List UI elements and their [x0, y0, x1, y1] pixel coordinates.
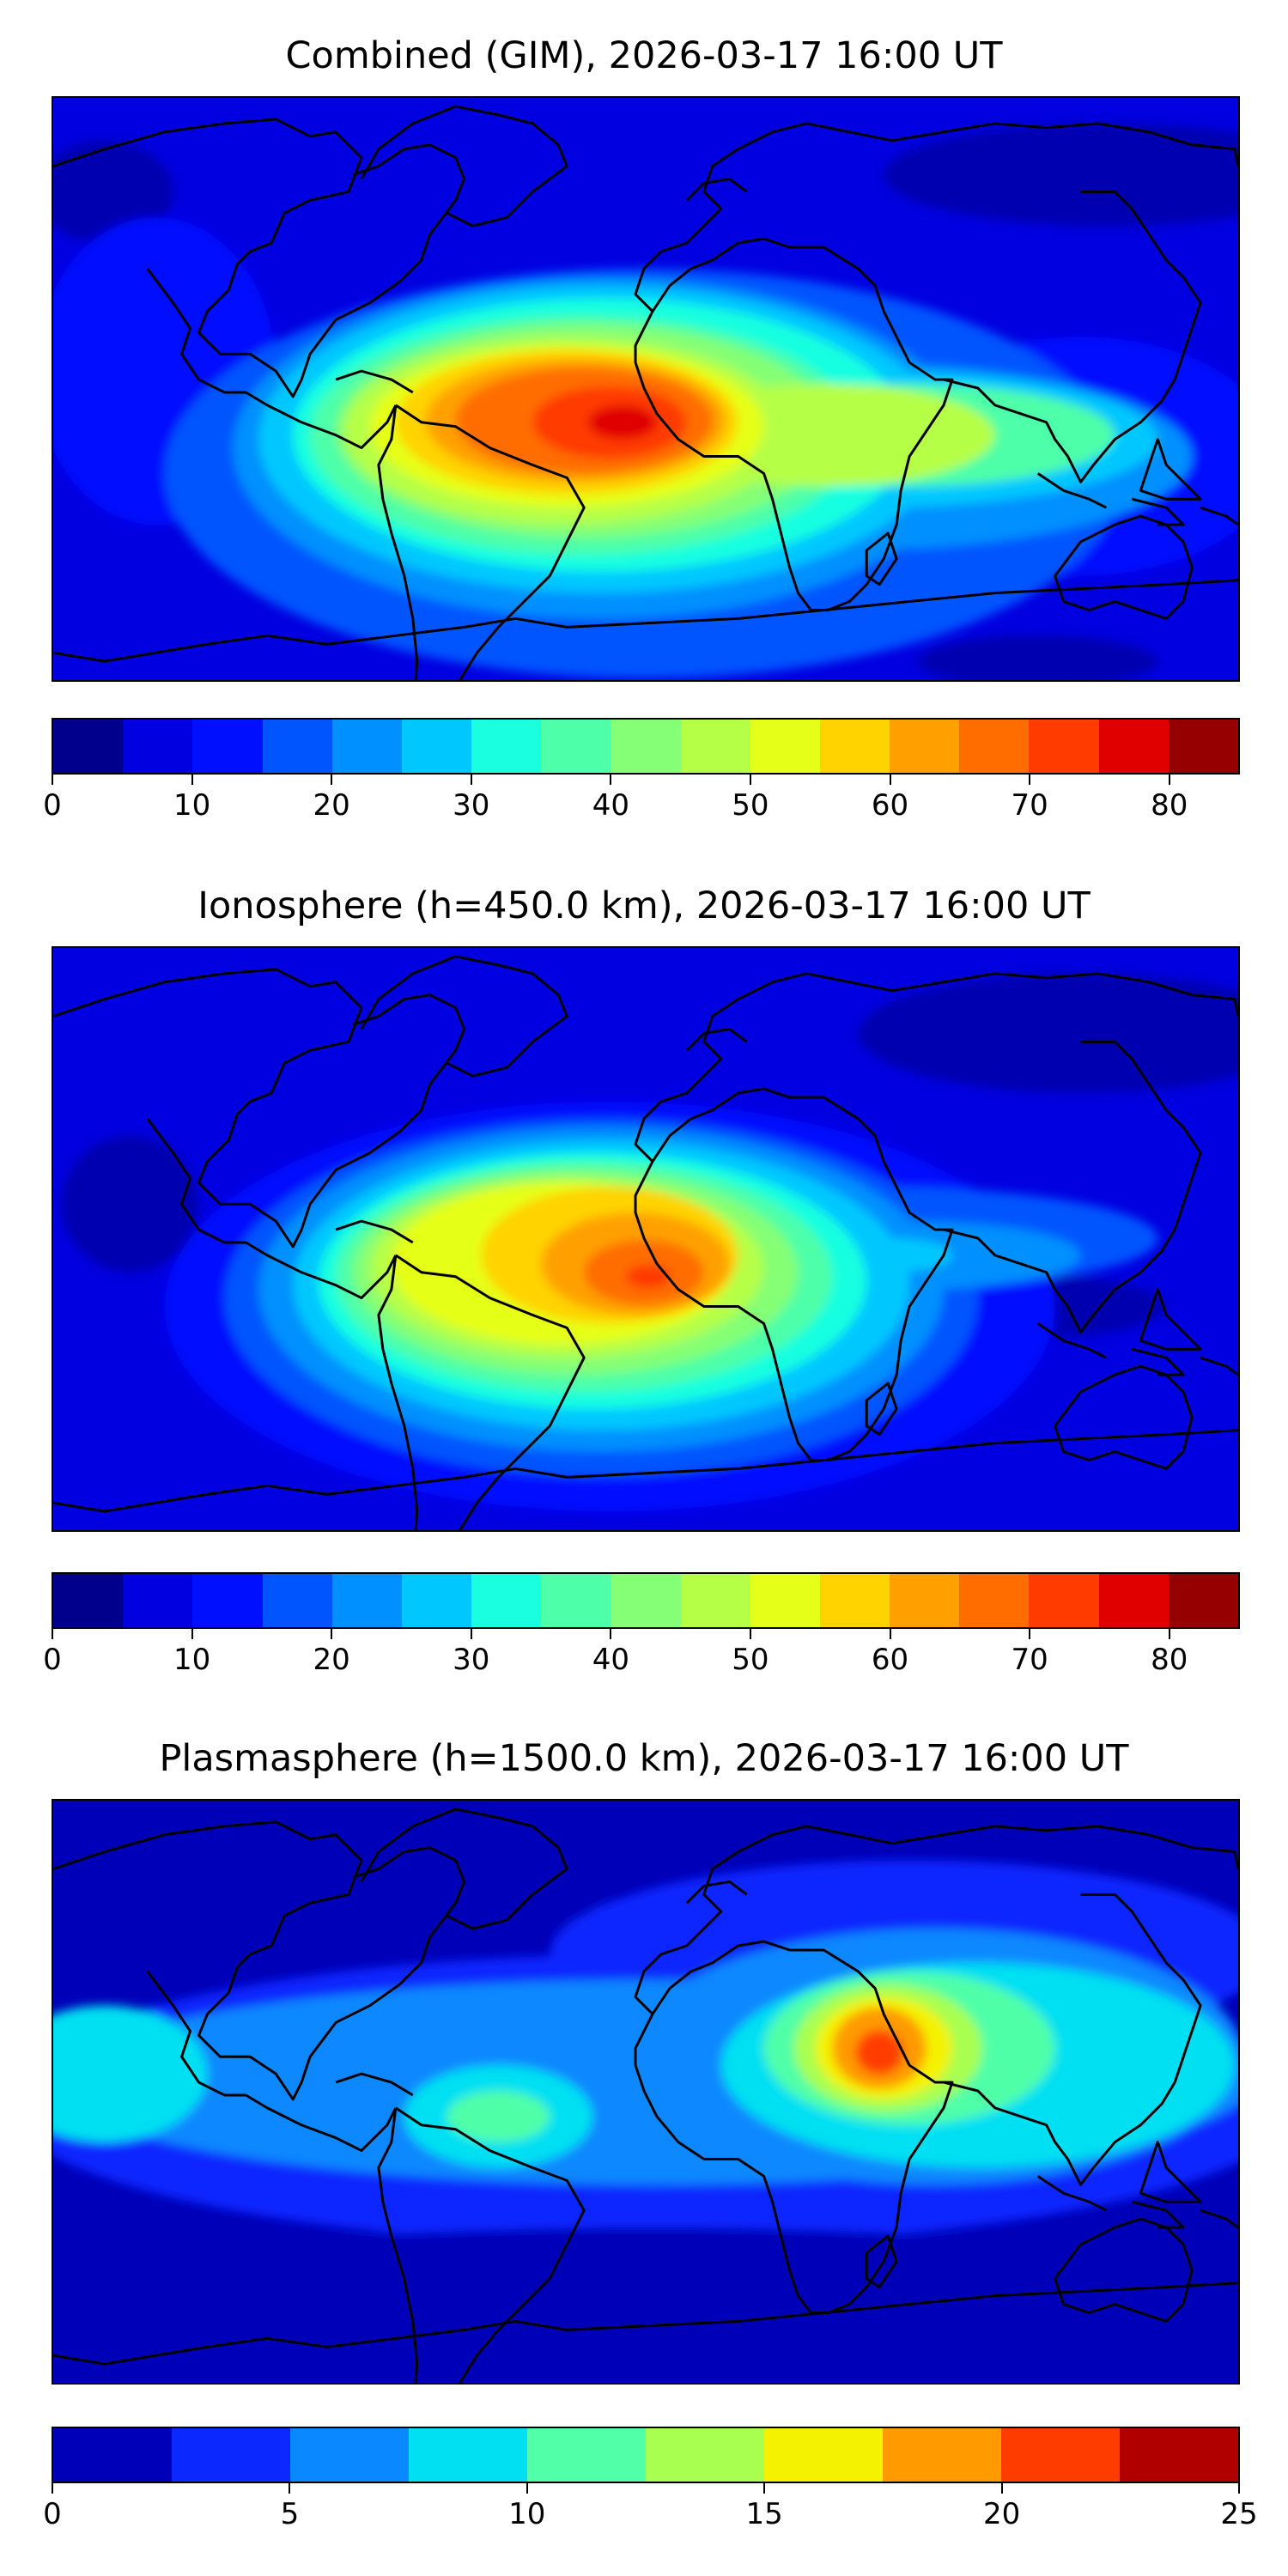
- tec-map-combined-svg: [53, 98, 1238, 680]
- colorbar-ticks-plasmasphere: 0 5 10 15 20 25: [43, 2483, 1258, 2535]
- colorbar-tick-label: 60: [871, 1643, 909, 1677]
- colorbar-tick: [52, 1629, 53, 1639]
- colorbar-tick: [889, 1629, 891, 1639]
- colorbar-tick: [331, 775, 333, 785]
- colorbar-ionosphere: [52, 1572, 1240, 1629]
- colorbar-tick-label: 20: [313, 1643, 350, 1677]
- colorbar-tick-label: 60: [871, 788, 909, 823]
- panel-title-ionosphere: Ionosphere (h=450.0 km), 2026-03-17 16:0…: [197, 884, 1091, 927]
- colorbar-tick: [749, 775, 751, 785]
- tec-map-ionosphere-svg: [53, 948, 1238, 1530]
- colorbar-tick-label: 50: [732, 1643, 769, 1677]
- colorbar-tick-label: 10: [173, 1643, 211, 1677]
- colorbar-tick: [610, 1629, 612, 1639]
- colorbar-tick-label: 70: [1011, 788, 1048, 823]
- colorbar-tick-label: 25: [1220, 2497, 1258, 2531]
- tec-contours: [53, 1817, 1238, 2383]
- colorbar-tick: [470, 775, 472, 785]
- colorbar-tick-label: 70: [1011, 1643, 1048, 1677]
- map-plasmasphere: [52, 1799, 1240, 2385]
- colorbar-tick-label: 15: [745, 2497, 783, 2531]
- colorbar-tick: [191, 1629, 193, 1639]
- colorbar-tick: [749, 1629, 751, 1639]
- colorbar-tick-label: 20: [313, 788, 350, 823]
- colorbar-tick: [610, 775, 612, 785]
- colorbar-tick: [1000, 2483, 1003, 2494]
- colorbar-combined: [52, 718, 1240, 775]
- colorbar-tick-label: 50: [732, 788, 769, 823]
- colorbar-tick: [1029, 775, 1031, 785]
- colorbar-tick-label: 80: [1151, 788, 1188, 823]
- colorbar-tick-label: 30: [453, 1643, 490, 1677]
- colorbar-tick-label: 0: [43, 788, 62, 823]
- colorbar-tick: [763, 2483, 766, 2494]
- map-ionosphere: [52, 946, 1240, 1532]
- colorbar-tick-label: 80: [1151, 1643, 1188, 1677]
- tec-map-plasmasphere-svg: [53, 1801, 1238, 2383]
- colorbar-tick-label: 40: [592, 1643, 629, 1677]
- colorbar-tick: [1168, 1629, 1170, 1639]
- colorbar-tick: [889, 775, 891, 785]
- colorbar-tick-label: 0: [43, 1643, 62, 1677]
- colorbar-tick: [331, 1629, 333, 1639]
- colorbar-tick-label: 30: [453, 788, 490, 823]
- colorbar-tick-label: 10: [508, 2497, 546, 2531]
- colorbar-tick: [191, 775, 193, 785]
- panel-title-plasmasphere: Plasmasphere (h=1500.0 km), 2026-03-17 1…: [159, 1737, 1129, 1780]
- map-combined: [52, 96, 1240, 682]
- tec-contours: [61, 973, 1238, 1512]
- colorbar-tick-label: 20: [982, 2497, 1021, 2531]
- colorbar-tick: [1238, 2483, 1240, 2494]
- colorbar-ticks-combined: 0 10 20 30 40 50 60 70 80: [43, 775, 1240, 826]
- colorbar-tick-label: 10: [173, 788, 211, 823]
- colorbar-tick: [52, 775, 53, 785]
- colorbar-tick: [526, 2483, 528, 2494]
- colorbar-ticks-ionosphere: 0 10 20 30 40 50 60 70 80: [43, 1629, 1240, 1680]
- colorbar-tick: [1168, 775, 1170, 785]
- colorbar-tick-label: 40: [592, 788, 629, 823]
- colorbar-tick: [52, 2483, 53, 2494]
- colorbar-tick: [470, 1629, 472, 1639]
- colorbar-tick-label: 5: [280, 2497, 300, 2531]
- colorbar-tick-label: 0: [43, 2497, 62, 2531]
- colorbar-tick: [1029, 1629, 1031, 1639]
- panel-title-combined: Combined (GIM), 2026-03-17 16:00 UT: [285, 34, 1003, 77]
- colorbar-plasmasphere: [52, 2427, 1240, 2483]
- colorbar-tick: [289, 2483, 291, 2494]
